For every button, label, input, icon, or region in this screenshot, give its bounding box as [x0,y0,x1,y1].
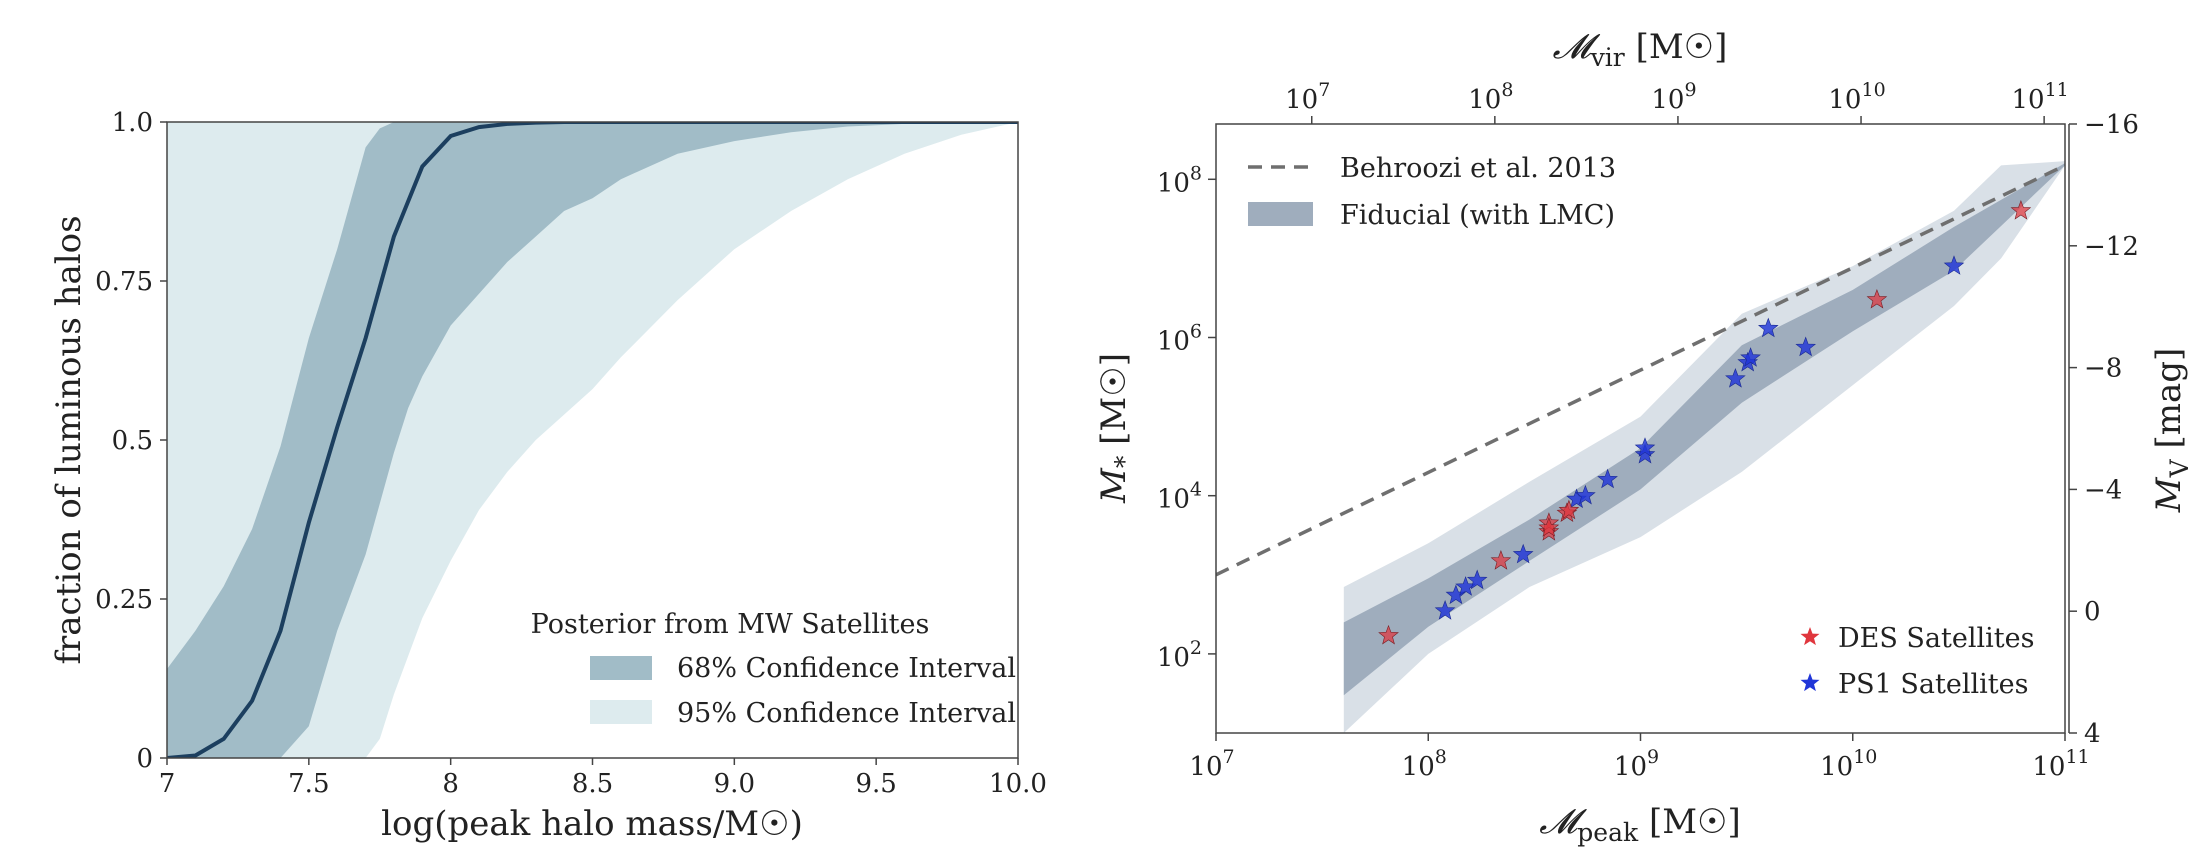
right-secondary-y-axis-label: MV [mag] [2149,348,2194,514]
right-x-tick-label: 1010 [1820,746,1877,782]
ps1-satellite-point [1575,484,1596,505]
right-chart: 107 108 109 1010 1011 107 108 109 1010 1011 1021… [1094,27,2194,847]
left-y-tick-label: 0.25 [95,585,153,615]
legend-swatch-95 [590,700,652,724]
right-secondary-y-tick-label: −16 [2084,110,2139,140]
left-x-tick-label: 8 [442,769,459,799]
right-legend-lower: DES Satellites PS1 Satellites [1800,623,2034,700]
right-x-tick-label: 1011 [2032,746,2089,782]
behroozi-relation-line [1216,163,2065,577]
legend-swatch-68 [590,656,652,680]
right-top-x-tick-label: 108 [1468,79,1513,115]
legend-label-95: 95% Confidence Interval [677,698,1016,729]
des-satellite-point [2010,199,2032,220]
ps1-satellite-point [1434,600,1456,620]
ps1-satellite-point [1740,347,1761,367]
left-x-ticks: 7 7.5 8 8.5 9.0 9.5 10.0 [159,758,1047,799]
left-x-axis-label: log(peak halo mass/M☉) [381,804,803,844]
legend-label-fiducial: Fiducial (with LMC) [1340,200,1615,231]
right-secondary-y-tick-label: −12 [2084,232,2139,262]
right-top-x-tick-label: 107 [1285,79,1330,115]
right-x-axis-label: 𝓜peak [M☉] [1539,802,1741,847]
ps1-satellite-point [1597,468,1618,489]
legend-swatch-fiducial [1248,202,1313,226]
legend-marker-ps1 [1800,673,1820,692]
right-top-x-ticks: 107 108 109 1010 1011 [1285,79,2069,124]
right-y-tick-label: 104 [1157,479,1202,515]
left-x-tick-label: 7 [159,769,176,799]
left-y-ticks: 0 0.25 0.5 0.75 1.0 [95,108,167,774]
des-satellite-point [1378,624,1399,645]
left-x-tick-label: 8.5 [572,769,613,799]
satellite-points [1378,199,2032,645]
ps1-satellite-point [1943,255,1965,275]
right-x-tick-label: 108 [1402,746,1447,782]
right-y-tick-label: 108 [1157,162,1202,198]
left-y-axis-label: fraction of luminous halos [49,215,89,664]
des-satellite-point [1490,550,1512,570]
left-y-tick-label: 0.75 [95,267,153,297]
right-top-x-tick-label: 1010 [1828,79,1885,115]
ps1-satellite-point [1634,437,1656,457]
ps1-satellite-point [1466,569,1488,590]
left-y-tick-label: 0.5 [112,426,153,456]
right-top-x-axis-label: 𝓜vir [M☉] [1553,27,1728,72]
right-top-x-tick-label: 1011 [2011,79,2068,115]
left-x-tick-label: 9.0 [714,769,755,799]
left-y-tick-label: 0 [136,744,153,774]
des-satellite-point [1538,517,1560,537]
right-secondary-y-tick-label: 4 [2084,719,2101,749]
right-y-tick-label: 102 [1157,637,1202,673]
left-chart: 7 7.5 8 8.5 9.0 9.5 10.0 0 0.25 0.5 0.75 1.0 log(p… [49,108,1047,844]
right-x-tick-label: 107 [1189,746,1234,782]
right-secondary-y-tick-label: −8 [2084,354,2122,384]
left-y-tick-label: 1.0 [112,108,153,138]
right-legend-upper: Behroozi et al. 2013 Fiducial (with LMC) [1248,153,1616,231]
des-satellite-point [1558,499,1580,520]
left-x-tick-label: 9.5 [855,769,896,799]
legend-label-behroozi: Behroozi et al. 2013 [1340,153,1616,184]
legend-label-ps1: PS1 Satellites [1838,669,2028,700]
fiducial-band-68 [1343,163,2065,696]
legend-marker-des [1800,627,1820,646]
ps1-satellite-point [1795,336,1817,357]
left-x-tick-label: 10.0 [989,769,1047,799]
right-x-tick-label: 109 [1614,746,1659,782]
right-secondary-y-tick-label: −4 [2084,475,2122,505]
right-secondary-y-tick-label: 0 [2084,597,2101,627]
right-x-ticks: 107 108 109 1010 1011 [1189,733,2090,782]
left-legend: Posterior from MW Satellites 68% Confide… [531,609,1016,729]
ps1-satellite-point [1725,368,1746,388]
right-top-x-tick-label: 109 [1651,79,1696,115]
legend-label-des: DES Satellites [1838,623,2034,654]
des-satellite-point [1866,288,1888,309]
right-y-axis-label: M* [M☉] [1094,353,1139,504]
ps1-satellite-point [1757,317,1779,338]
right-y-tick-label: 106 [1157,320,1202,356]
right-y-ticks: 102 104 106 108 [1157,162,1216,673]
median-curve [167,122,1018,758]
right-secondary-y-ticks: −16 −12 −8 −4 0 4 [2069,110,2139,749]
ps1-satellite-point [1634,443,1656,464]
ps1-satellite-point [1512,543,1534,564]
left-x-tick-label: 7.5 [288,769,329,799]
legend-label-68: 68% Confidence Interval [677,653,1016,684]
left-legend-title: Posterior from MW Satellites [531,609,930,640]
